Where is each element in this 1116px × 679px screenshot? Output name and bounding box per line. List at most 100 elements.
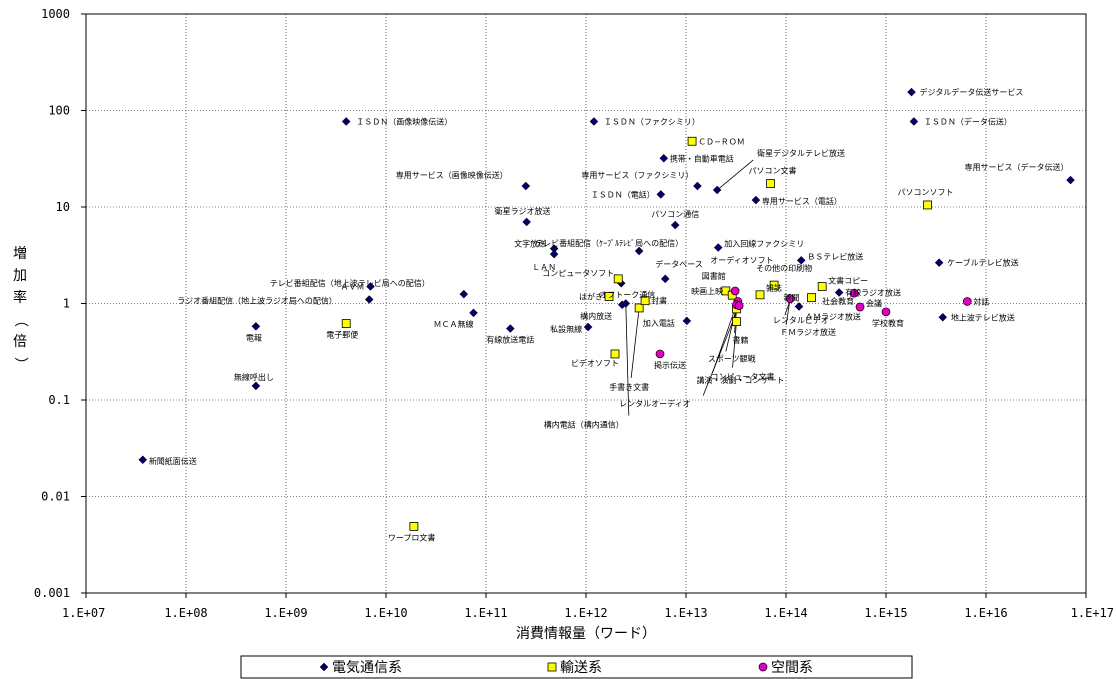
point-label: 文字放送 (514, 239, 546, 249)
y-tick-label: 10 (56, 200, 70, 214)
point-label: ＡＶＭ (341, 283, 365, 292)
point-label: ＬＡＮ (532, 263, 556, 272)
x-axis-title: 消費情報量（ワード） (516, 626, 656, 642)
point-label: デジタルデータ伝送サービス (920, 87, 1024, 97)
legend-label: 空間系 (771, 660, 813, 676)
point-label: 電報 (246, 333, 262, 342)
legend-marker (758, 662, 768, 672)
data-point-diamond (521, 181, 531, 191)
data-point-diamond (659, 153, 669, 163)
data-point-square (755, 290, 765, 300)
data-point-diamond (459, 289, 469, 299)
y-axis-title-char: 増 (13, 246, 27, 262)
point-label: 掲示伝送 (654, 360, 686, 370)
point-label: データベース (655, 259, 703, 269)
leader-line (625, 303, 630, 416)
y-tick-labels: 1000 100 10 1 0.1 0.01 0.001 (34, 7, 86, 600)
point-label: ビデオソフト (571, 358, 619, 368)
data-point-diamond (934, 258, 944, 268)
data-point-diamond (583, 322, 593, 332)
data-point-diamond (138, 455, 148, 465)
y-tick-label: 0.01 (41, 490, 70, 504)
point-label: 新聞 (784, 293, 800, 303)
x-tick-label: 1.E+10 (364, 606, 407, 620)
point-label: その他の印刷物 (756, 263, 812, 273)
x-tick-label: 1.E+09 (264, 606, 307, 620)
data-point-diamond (907, 87, 916, 97)
data-point-diamond (366, 282, 375, 291)
point-label: 有線放送電話 (486, 335, 534, 345)
data-point-square (409, 521, 419, 531)
point-label: テレビ番組配信（ｹｰﾌﾞﾙﾃﾚﾋﾞ局への配信） (535, 238, 683, 248)
y-axis-title-char: ） (12, 357, 28, 371)
data-point-diamond (712, 185, 722, 195)
data-point-square (613, 274, 623, 284)
data-point-diamond (364, 295, 374, 304)
point-label: ワープロ文書 (388, 532, 436, 542)
point-label: 構内放送 (580, 311, 612, 321)
data-point-square (732, 317, 741, 326)
point-label: 学校教育 (872, 318, 904, 328)
data-point-diamond (751, 195, 761, 205)
point-label: 衛星デジタルテレビ放送 (757, 148, 845, 158)
data-point-circle (881, 307, 891, 317)
data-point-square (610, 349, 620, 359)
y-axis-title: 増加率 （ 倍 ） (12, 246, 28, 371)
data-point-diamond (621, 299, 631, 308)
y-axis-title-char: （ (12, 313, 28, 327)
data-point-diamond (589, 117, 599, 126)
y-tick-label: 0.001 (34, 586, 70, 600)
leader-line (630, 307, 640, 378)
point-label: ＣＤ−ＲＯＭ (698, 137, 745, 146)
legend-marker (547, 662, 557, 672)
point-label: ケーブルテレビ放送 (947, 258, 1019, 268)
y-tick-label: 1 (63, 297, 70, 311)
grid-lines (86, 14, 1086, 593)
leader-line (785, 298, 791, 325)
point-label: ラジオ番組配信（地上波ラジオ局への配信） (177, 296, 337, 306)
point-label: 講演・演劇・コンサート (697, 375, 785, 385)
point-label: 専用サービス（データ伝送） (965, 162, 1069, 172)
x-tick-label: 1.E+16 (964, 606, 1007, 620)
point-label: 私設無線 (550, 324, 582, 334)
x-tick-labels: 1.E+07 1.E+08 1.E+09 1.E+10 1.E+11 1.E+12 1.E+… (62, 593, 1114, 620)
data-point-diamond (796, 255, 806, 265)
y-axis-title-char: 倍 (13, 334, 27, 350)
x-tick-label: 1.E+13 (664, 606, 707, 620)
data-point-diamond (1066, 175, 1075, 185)
point-label: 映画上映 (691, 286, 723, 296)
data-point-diamond (549, 249, 559, 259)
data-point-square (923, 200, 932, 210)
point-label: スポーツ観戦 (708, 353, 756, 363)
point-label: ＩＳＤＮ（データ伝送） (924, 116, 1012, 126)
data-point-diamond (251, 321, 261, 331)
point-label: 文書コピー (828, 276, 868, 286)
point-label: テレビ番組配信（地上波テレビ局への配信） (270, 278, 430, 288)
data-point-circle (734, 301, 744, 310)
point-label: 電子郵便 (326, 330, 358, 340)
y-tick-label: 0.1 (48, 393, 70, 407)
data-point-diamond (713, 243, 723, 252)
x-tick-label: 1.E+07 (62, 606, 105, 620)
x-tick-label: 1.E+14 (764, 606, 807, 620)
data-point-diamond (682, 316, 692, 326)
data-point-diamond (634, 246, 644, 256)
x-tick-label: 1.E+17 (1071, 606, 1114, 620)
x-tick-label: 1.E+11 (464, 606, 507, 620)
point-label: ＩＳＤＮ（ファクシミリ） (604, 117, 700, 126)
data-point-square (817, 282, 827, 291)
data-point-square (807, 293, 816, 303)
data-point-square (341, 319, 351, 328)
point-label: 有線ラジオ放送 (845, 288, 901, 298)
data-point-square (769, 280, 779, 290)
point-label: 携帯・自動車電話 (670, 153, 734, 163)
data-point-diamond (341, 117, 351, 126)
point-label: 加入電話 (643, 318, 675, 328)
data-point-diamond (251, 381, 261, 391)
x-tick-label: 1.E+15 (864, 606, 907, 620)
point-label: 専用サービス（ファクシミリ） (581, 170, 693, 180)
point-label: はがき (579, 292, 603, 302)
point-label: コンピュータ文書 (711, 372, 775, 382)
